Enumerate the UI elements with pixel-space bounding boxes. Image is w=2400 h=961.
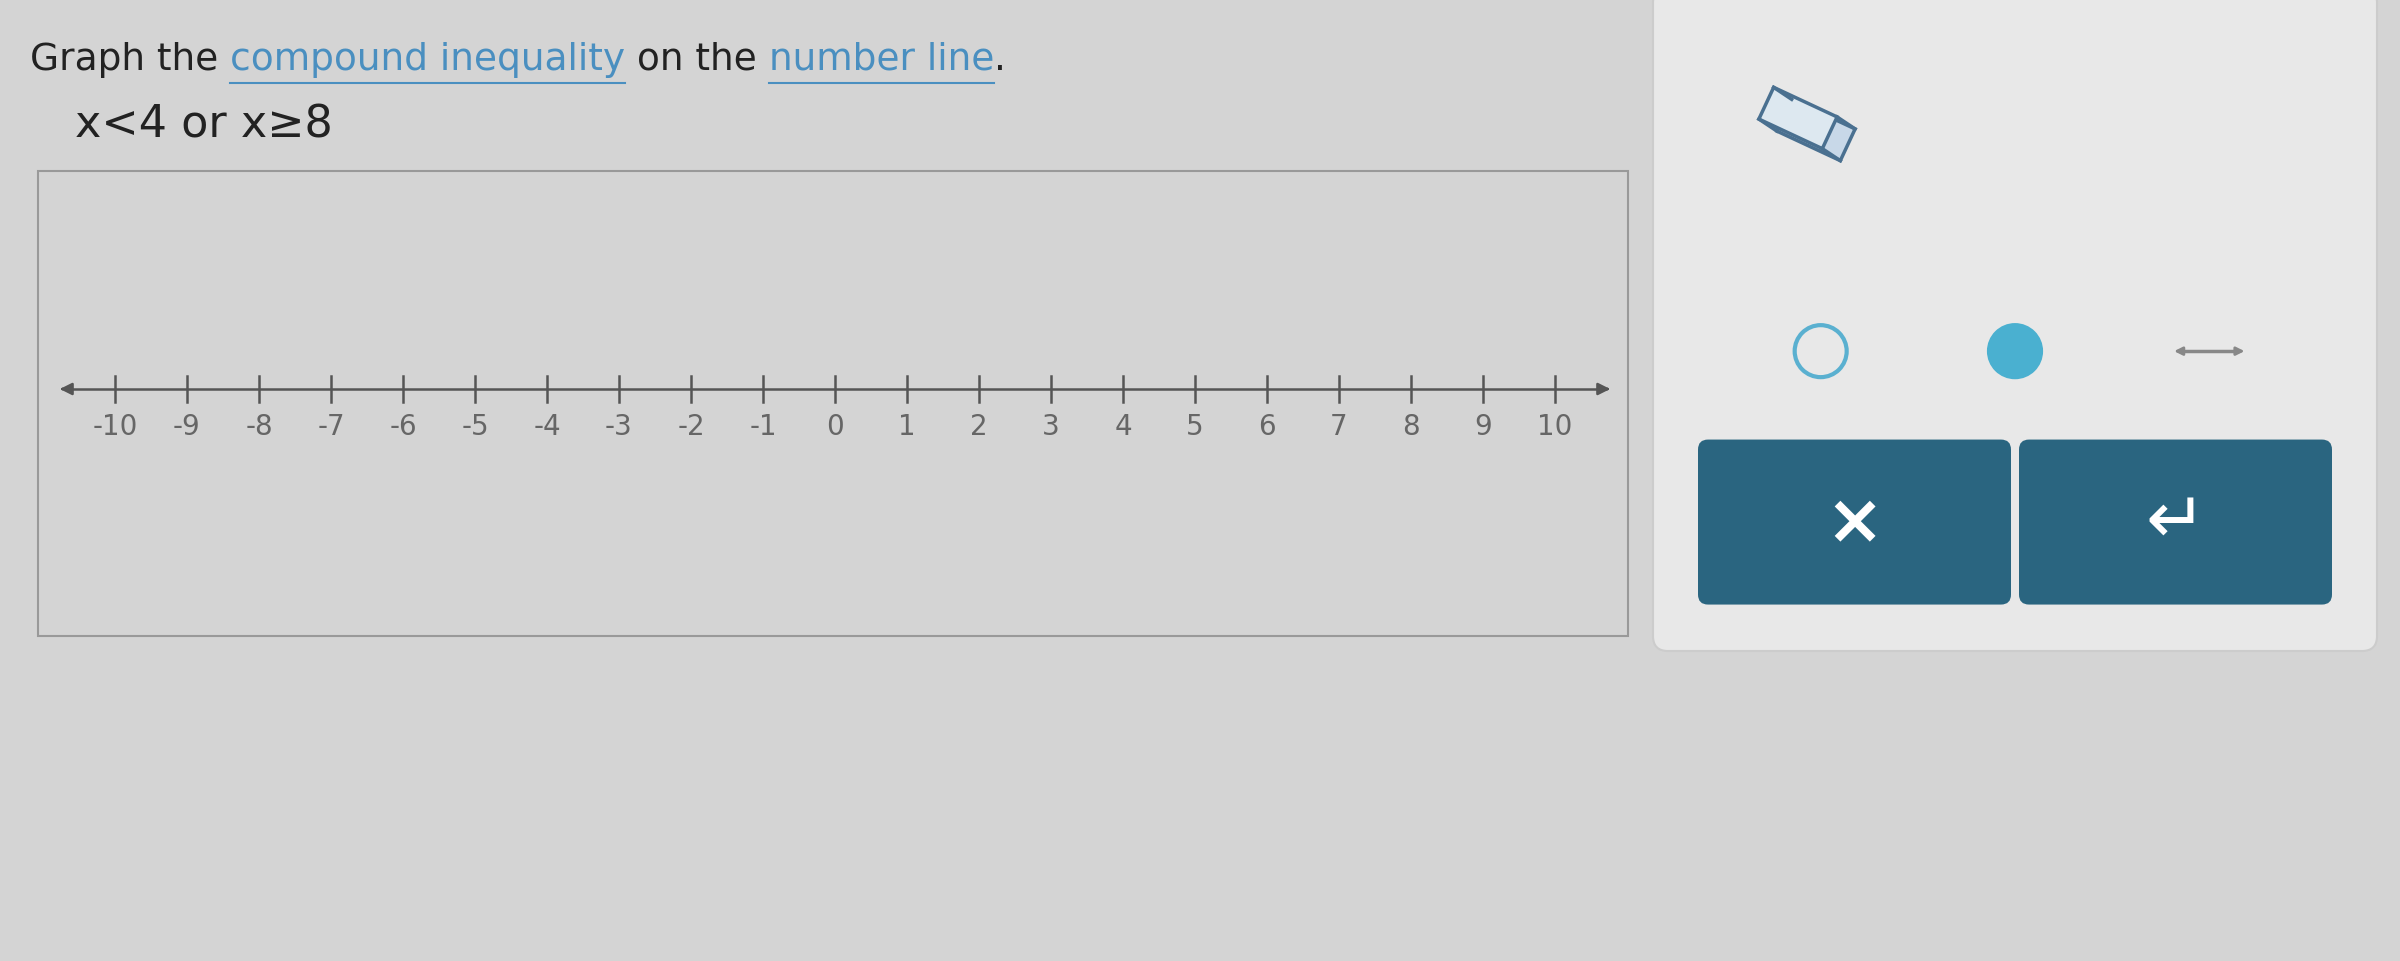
Text: on the: on the [626, 42, 768, 78]
Text: -5: -5 [461, 412, 490, 440]
Text: ×: × [1826, 489, 1884, 556]
Polygon shape [1759, 88, 1836, 150]
Text: 2: 2 [970, 412, 989, 440]
Text: -8: -8 [245, 412, 274, 440]
Text: x<4 or x≥8: x<4 or x≥8 [74, 104, 334, 147]
Text: compound inequality: compound inequality [230, 42, 626, 78]
Text: -6: -6 [389, 412, 418, 440]
Text: 5: 5 [1186, 412, 1205, 440]
Text: 7: 7 [1330, 412, 1349, 440]
Polygon shape [1776, 100, 1855, 161]
Text: 4: 4 [1114, 412, 1133, 440]
Text: 9: 9 [1474, 412, 1493, 440]
FancyBboxPatch shape [2018, 440, 2333, 604]
Text: 0: 0 [826, 412, 845, 440]
FancyBboxPatch shape [38, 172, 1627, 636]
Text: -10: -10 [91, 412, 137, 440]
FancyBboxPatch shape [1654, 0, 2376, 652]
Text: -9: -9 [173, 412, 202, 440]
Text: -3: -3 [605, 412, 634, 440]
Text: -1: -1 [749, 412, 778, 440]
Text: 1: 1 [898, 412, 917, 440]
Text: 10: 10 [1538, 412, 1572, 440]
Text: 3: 3 [1042, 412, 1061, 440]
Text: -2: -2 [677, 412, 706, 440]
Text: ↵: ↵ [2146, 488, 2206, 557]
Text: number line: number line [768, 42, 994, 78]
FancyBboxPatch shape [1699, 440, 2011, 604]
Text: -7: -7 [317, 412, 346, 440]
Text: 6: 6 [1258, 412, 1277, 440]
Circle shape [1990, 326, 2040, 378]
Text: .: . [994, 42, 1006, 78]
Text: Graph the: Graph the [29, 42, 230, 78]
Text: -4: -4 [533, 412, 562, 440]
Text: 8: 8 [1402, 412, 1421, 440]
